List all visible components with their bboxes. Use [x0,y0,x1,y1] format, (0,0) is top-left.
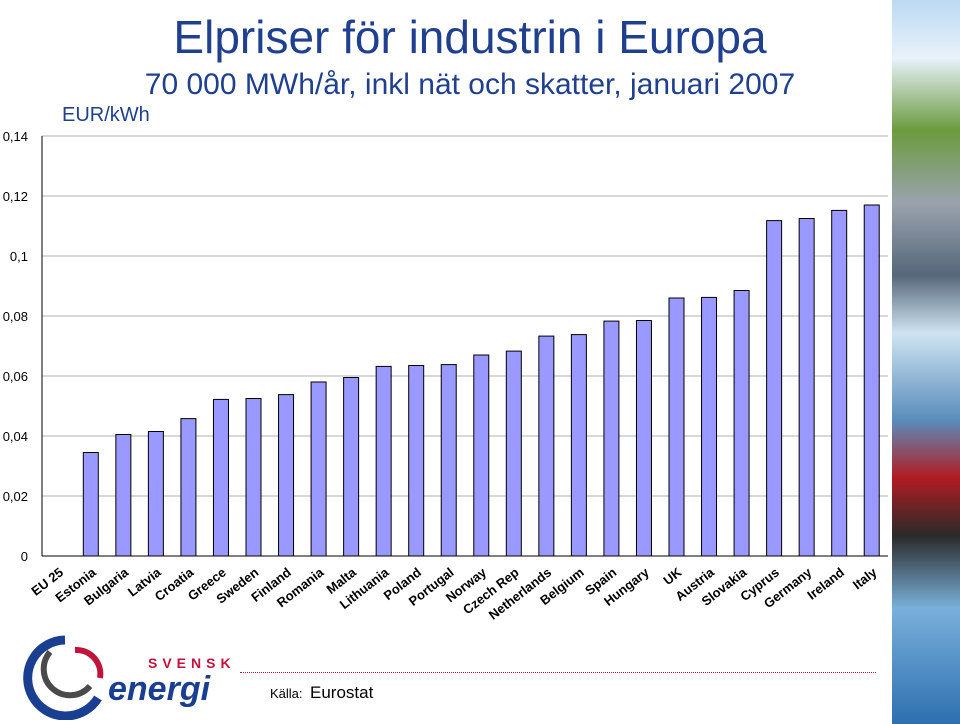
bar-belgium [570,334,587,557]
bar-czech-rep [505,350,522,557]
bar-latvia [147,431,164,557]
bar-greece [212,398,229,557]
bar-malta [343,377,360,557]
bar-norway [473,354,490,557]
logo-text-svensk: SVENSK [148,655,236,671]
y-tick-label: 0,14 [3,129,28,144]
bar-finland [278,394,295,557]
y-tick-label: 0,12 [3,189,28,204]
source-label: Källa: [270,686,303,701]
bar-spain [603,320,620,557]
bar-cyprus [766,220,783,557]
bar-sweden [245,398,262,557]
chart-subtitle: 70 000 MWh/år, inkl nät och skatter, jan… [144,68,796,101]
bar-netherlands [538,335,555,557]
source-value: Eurostat [310,683,374,702]
y-tick-label: 0,02 [3,489,28,504]
y-tick-label: 0,1 [10,249,28,264]
y-tick-label: 0 [21,549,28,564]
bar-austria [701,296,718,557]
unit-label: EUR/kWh [62,104,150,126]
bar-estonia [82,452,99,557]
bar-poland [408,365,425,557]
bar-portugal [440,364,457,557]
y-tick-label: 0,06 [3,369,28,384]
bar-italy [863,204,880,557]
bar-lithuania [375,365,392,557]
decorative-photo-strip [892,0,960,724]
y-tick-label: 0,08 [3,309,28,324]
logo-text-energi: energi [108,670,211,708]
svensk-energi-logo-icon [23,635,104,720]
x-tick-label: Italy [850,564,880,592]
bar-uk [668,297,685,557]
bar-slovakia [733,290,750,557]
bar-romania [310,381,327,557]
bar-bulgaria [115,434,132,557]
chart-title: Elpriser för industrin i Europa [173,11,767,63]
bar-croatia [180,418,197,557]
bar-germany [798,218,815,557]
x-tick-label: Ireland [804,565,847,603]
y-tick-label: 0,04 [3,429,28,444]
bar-hungary [635,320,652,557]
footer-divider [240,672,876,673]
bar-ireland [831,209,848,557]
